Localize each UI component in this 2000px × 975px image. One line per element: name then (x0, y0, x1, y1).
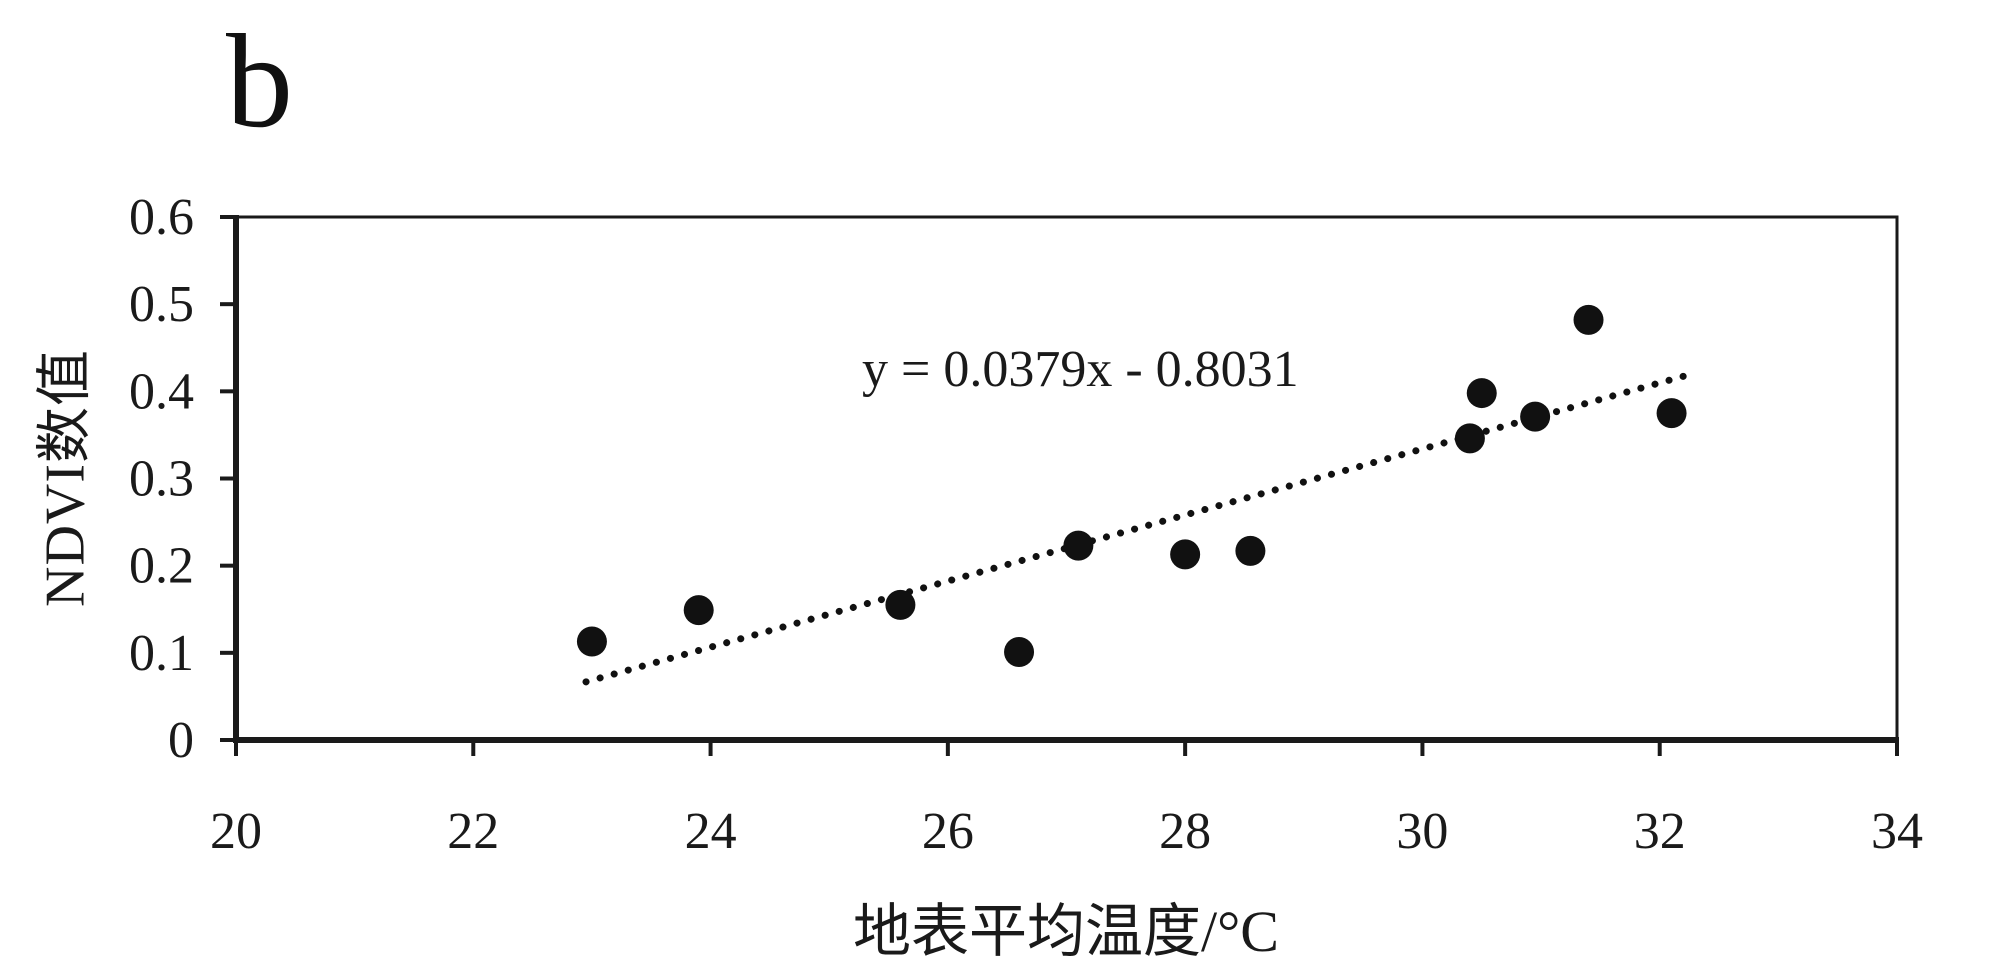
y-tick-label: 0.4 (129, 363, 194, 420)
data-point (1520, 401, 1551, 432)
x-tick-label: 20 (210, 803, 262, 860)
y-tick-label: 0.3 (129, 451, 194, 508)
data-point (683, 595, 714, 626)
y-tick-label: 0.2 (129, 538, 194, 595)
x-tick-label: 26 (922, 803, 974, 860)
panel-label: b (226, 7, 293, 155)
data-point (1235, 535, 1266, 566)
x-tick-label: 28 (1159, 803, 1211, 860)
x-tick-label: 24 (685, 803, 737, 860)
plot-border (234, 215, 1899, 742)
data-point (1573, 304, 1604, 335)
y-tick-label: 0.6 (129, 189, 194, 246)
data-point (1466, 378, 1497, 409)
x-tick-label: 22 (447, 803, 499, 860)
x-tick-label: 30 (1396, 803, 1448, 860)
y-tick-label: 0.5 (129, 276, 194, 333)
data-point (1170, 539, 1201, 570)
x-tick-label: 32 (1634, 803, 1686, 860)
x-axis-title: 地表平均温度/°C (853, 899, 1279, 964)
y-axis-title: NDVI数值 (34, 349, 97, 607)
y-tick-label: 0 (168, 712, 194, 769)
trendline-equation: y = 0.0379x - 0.8031 (862, 341, 1299, 398)
y-tick-label: 0.1 (129, 625, 194, 682)
x-tick-label: 34 (1871, 803, 1923, 860)
data-point (1063, 530, 1094, 561)
data-point (1454, 423, 1485, 454)
data-point (1656, 398, 1687, 429)
trendline (582, 369, 1699, 686)
data-point (1004, 636, 1035, 667)
data-point (885, 589, 916, 620)
data-point (576, 626, 607, 657)
